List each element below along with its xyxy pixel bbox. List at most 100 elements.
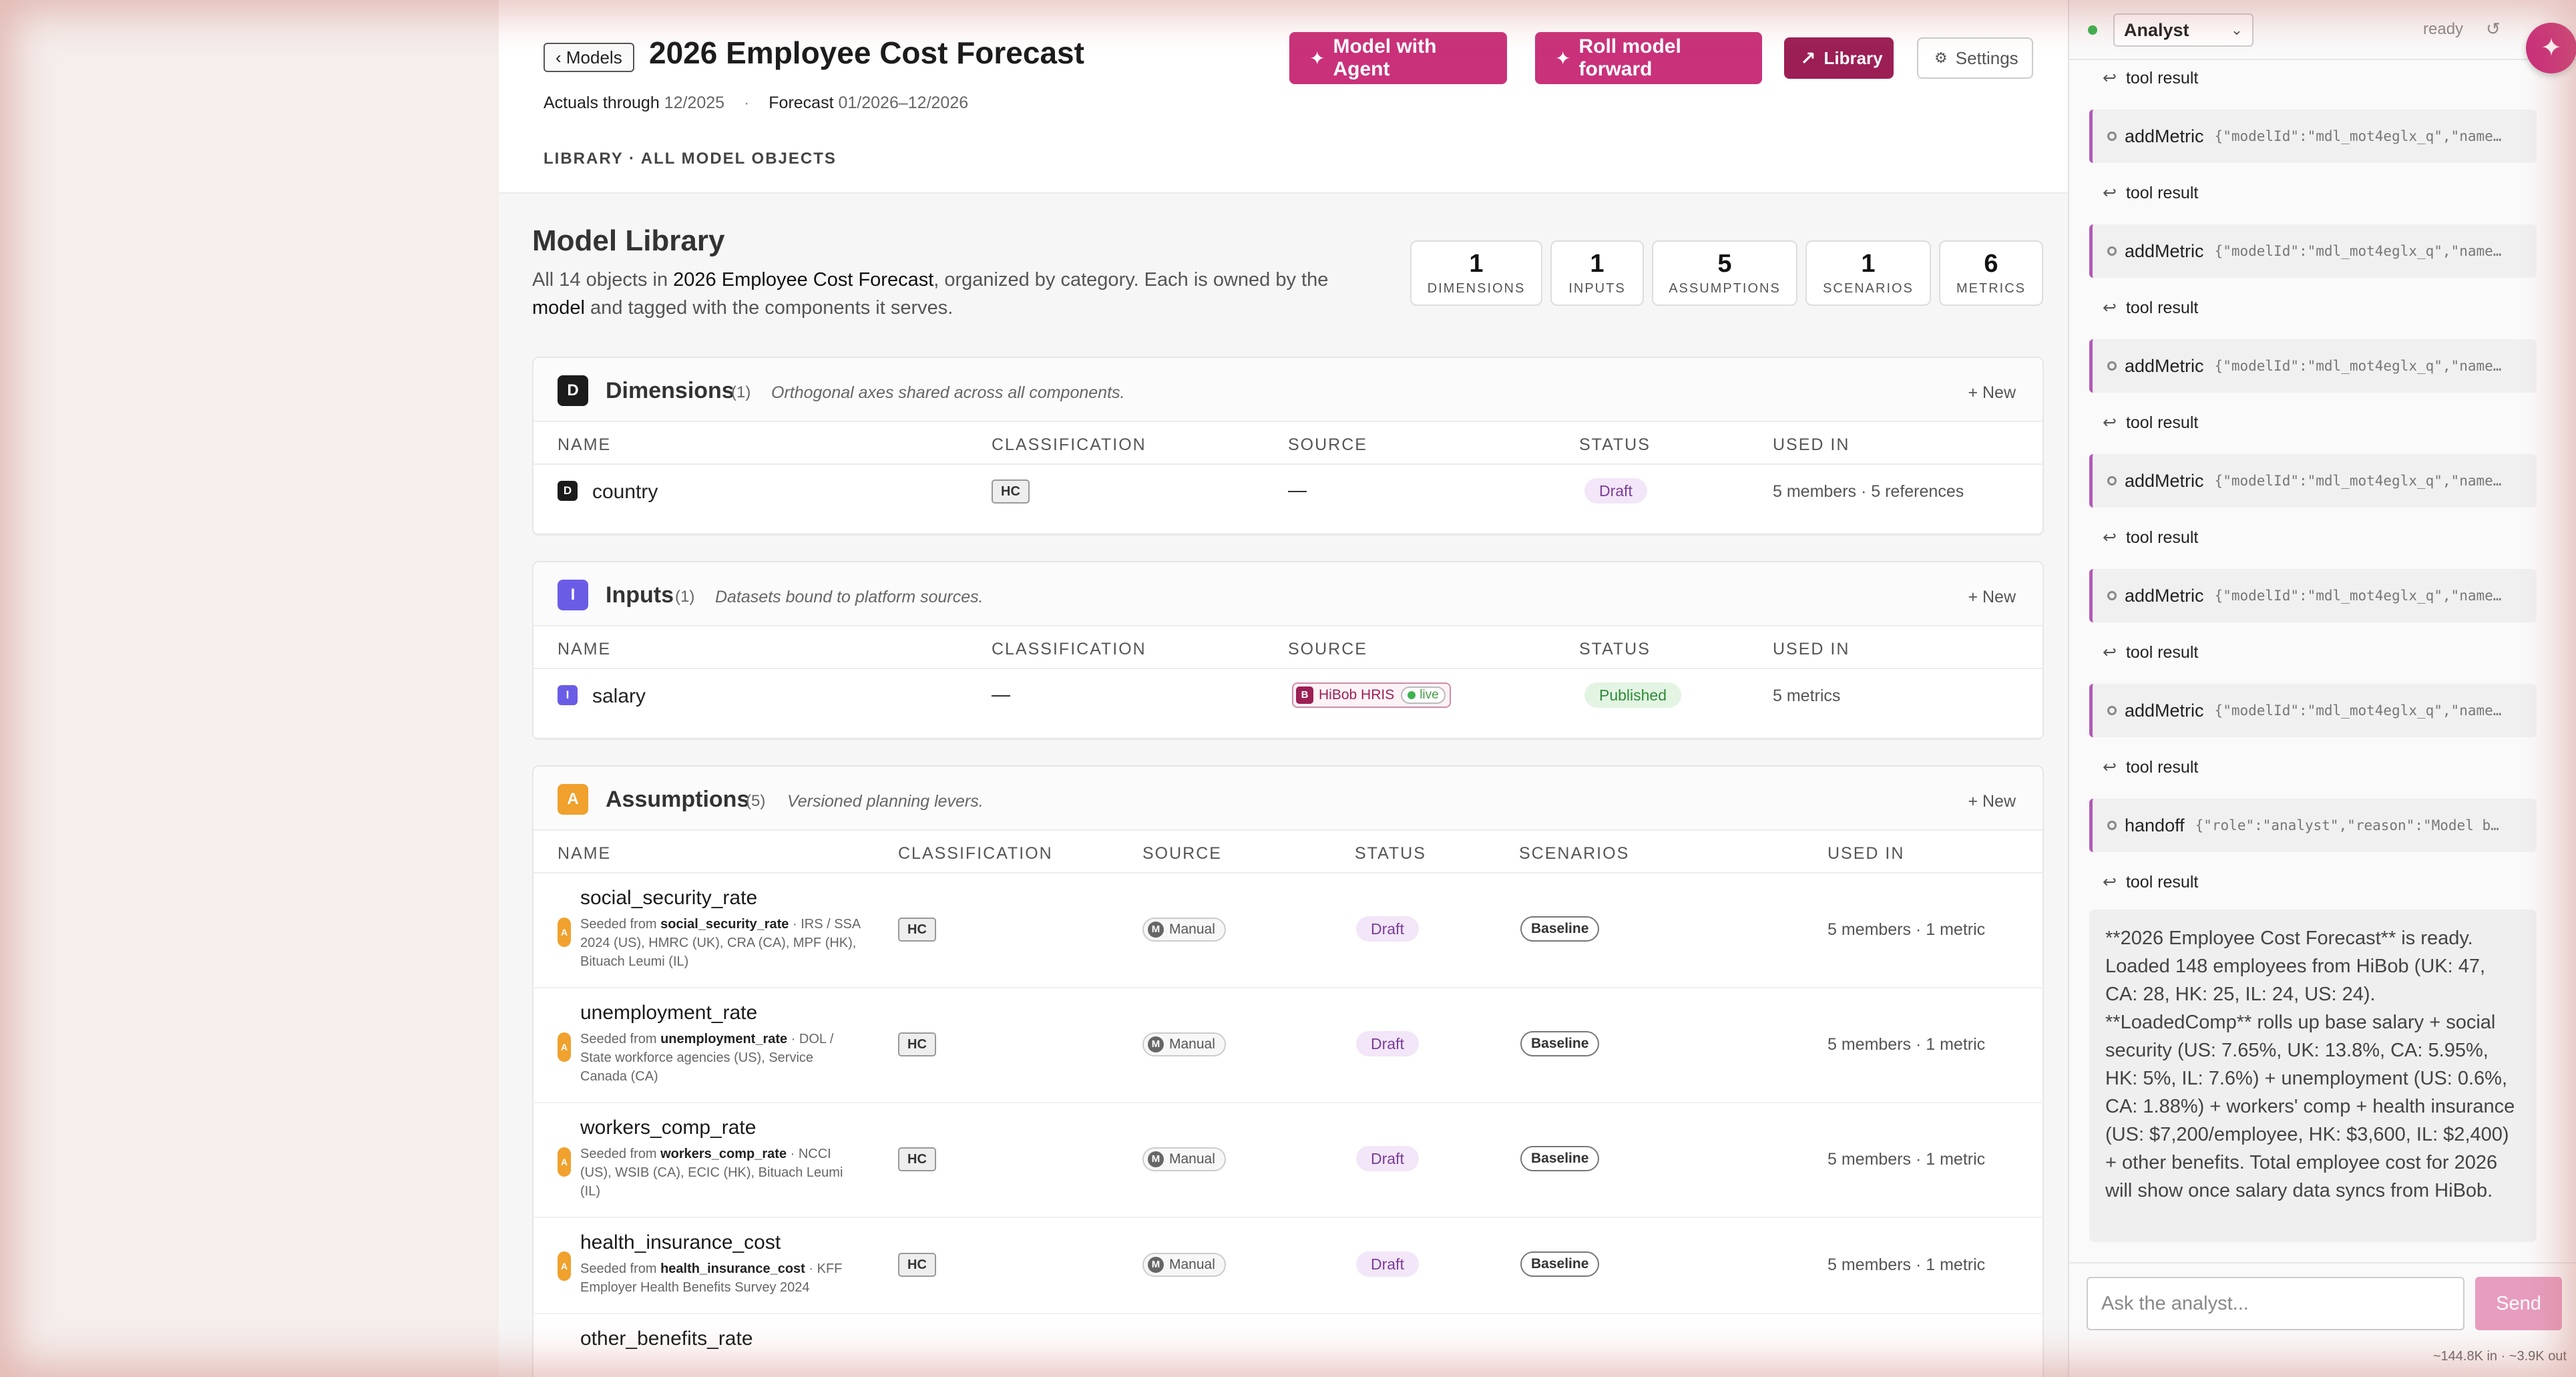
- scenario-chip[interactable]: Baseline: [1520, 1146, 1600, 1171]
- refresh-icon[interactable]: ↺: [2486, 19, 2501, 39]
- assumption-badge-icon: A: [558, 1032, 571, 1062]
- assumptions-section: A Assumptions (5) Versioned planning lev…: [532, 765, 2044, 1377]
- section-description: Datasets bound to platform sources.: [715, 588, 984, 606]
- stat-inputs[interactable]: 1 INPUTS: [1550, 240, 1644, 306]
- status-badge: Draft: [1356, 1031, 1419, 1056]
- status-badge: Draft: [1356, 1146, 1419, 1171]
- send-button[interactable]: Send: [2475, 1277, 2562, 1330]
- section-count: (1): [675, 588, 695, 606]
- tool-call[interactable]: addMetric {"modelId":"mdl_mot4eglx_q","na…: [2089, 569, 2537, 622]
- section-description: Versioned planning levers.: [787, 792, 984, 811]
- assumption-badge-icon: A: [558, 784, 588, 815]
- section-count: (1): [731, 383, 751, 401]
- used-in: 5 members · 1 metric: [1828, 1035, 1986, 1054]
- row-name[interactable]: workers_comp_rate: [580, 1117, 757, 1139]
- source-chip-manual: M Manual: [1142, 1032, 1226, 1056]
- row-name[interactable]: social_security_rate: [580, 887, 758, 909]
- stat-assumptions[interactable]: 5 ASSUMPTIONS: [1652, 240, 1797, 306]
- model-header: ‹ Models 2026 Employee Cost Forecast Act…: [499, 0, 2068, 194]
- table-row[interactable]: A workers_comp_rate Seeded from workers_…: [533, 1103, 2043, 1218]
- section-header: D Dimensions (1) Orthogonal axes shared …: [533, 358, 2043, 422]
- input-badge-icon: I: [558, 685, 578, 705]
- library-description: All 14 objects in 2026 Employee Cost For…: [532, 269, 1329, 319]
- actuals-value: 12/2025: [664, 93, 725, 112]
- status-badge: Draft: [1356, 1251, 1419, 1277]
- stat-dimensions[interactable]: 1 DIMENSIONS: [1410, 240, 1542, 306]
- stat-scenarios[interactable]: 1 SCENARIOS: [1805, 240, 1931, 306]
- table-row[interactable]: I salary — B HiBob HRIS live Published 5…: [533, 669, 2043, 739]
- stat-metrics[interactable]: 6 METRICS: [1939, 240, 2043, 306]
- main-content: ‹ Models 2026 Employee Cost Forecast Act…: [499, 0, 2068, 1377]
- tool-result: ↩ tool result: [2103, 643, 2199, 662]
- arrow-up-right-icon: ↗: [1800, 47, 1816, 69]
- seed-description: Seeded from health_insurance_cost · KFF E…: [580, 1261, 843, 1295]
- live-indicator: live: [1401, 686, 1446, 704]
- table-row[interactable]: A health_insurance_cost Seeded from heal…: [533, 1218, 2043, 1314]
- tool-call[interactable]: addMetric {"modelId":"mdl_mot4eglx_q","na…: [2089, 110, 2537, 163]
- row-name[interactable]: country: [592, 481, 658, 503]
- sparkle-icon[interactable]: ✦: [2526, 23, 2576, 73]
- tool-result: ↩ tool result: [2103, 69, 2199, 87]
- tool-result: ↩ tool result: [2103, 528, 2199, 547]
- tool-call[interactable]: handoff {"role":"analyst","reason":"Model…: [2089, 799, 2537, 852]
- left-gutter: [0, 0, 499, 1377]
- tool-call[interactable]: addMetric {"modelId":"mdl_mot4eglx_q","na…: [2089, 339, 2537, 393]
- used-in: 5 members · 1 metric: [1828, 920, 1986, 939]
- ask-analyst-input[interactable]: Ask the analyst...: [2087, 1277, 2464, 1330]
- tool-icon: [2107, 132, 2117, 141]
- assumption-badge-icon: A: [558, 1147, 571, 1177]
- row-name[interactable]: salary: [592, 685, 646, 707]
- assumption-badge-icon: A: [558, 1251, 571, 1281]
- source-chip-manual: M Manual: [1142, 918, 1226, 942]
- new-dimension-button[interactable]: + New: [1968, 383, 2016, 402]
- roll-model-forward-button[interactable]: ✦ Roll model forward: [1535, 32, 1762, 84]
- model-period: Actuals through 12/2025 · Forecast 01/20…: [544, 93, 969, 112]
- actuals-label: Actuals through: [544, 93, 660, 112]
- composer: Ask the analyst... Send ~144.8K in · ~3.…: [2069, 1262, 2576, 1377]
- table-row[interactable]: A social_security_rate Seeded from socia…: [533, 873, 2043, 988]
- row-name[interactable]: health_insurance_cost: [580, 1231, 781, 1253]
- source-chip-hibob[interactable]: B HiBob HRIS live: [1292, 682, 1451, 708]
- row-name[interactable]: unemployment_rate: [580, 1002, 758, 1024]
- return-arrow-icon: ↩: [2103, 873, 2117, 892]
- section-header: A Assumptions (5) Versioned planning lev…: [533, 767, 2043, 831]
- tool-call[interactable]: addMetric {"modelId":"mdl_mot4eglx_q","na…: [2089, 224, 2537, 278]
- tool-result: ↩ tool result: [2103, 758, 2199, 777]
- table-header: NAME CLASSIFICATION SOURCE STATUS USED I…: [533, 626, 2043, 669]
- classification-tag: HC: [898, 1147, 936, 1171]
- status-badge: Draft: [1584, 478, 1647, 504]
- new-assumption-button[interactable]: + New: [1968, 792, 2016, 811]
- return-arrow-icon: ↩: [2103, 69, 2117, 87]
- scenario-chip[interactable]: Baseline: [1520, 1031, 1600, 1056]
- table-row[interactable]: A unemployment_rate Seeded from unemploy…: [533, 988, 2043, 1103]
- tool-call[interactable]: addMetric {"modelId":"mdl_mot4eglx_q","na…: [2089, 684, 2537, 737]
- model-with-agent-button[interactable]: ✦ Model with Agent: [1289, 32, 1507, 84]
- row-name[interactable]: other_benefits_rate: [580, 1328, 753, 1350]
- tool-result: ↩ tool result: [2103, 413, 2199, 432]
- back-to-models-button[interactable]: ‹ Models: [544, 43, 634, 72]
- online-status-icon: [2088, 25, 2097, 35]
- seed-description: Seeded from unemployment_rate · DOL / Sta…: [580, 1032, 834, 1084]
- source-chip-manual: M Manual: [1142, 1147, 1226, 1171]
- new-input-button[interactable]: + New: [1968, 588, 2016, 606]
- tool-result: ↩ tool result: [2103, 184, 2199, 202]
- seed-description: Seeded from social_security_rate · IRS /…: [580, 917, 861, 969]
- inputs-section: I Inputs (1) Datasets bound to platform …: [532, 561, 2044, 740]
- role-select[interactable]: Analyst ⌄: [2113, 13, 2253, 47]
- scenario-chip[interactable]: Baseline: [1520, 916, 1600, 942]
- table-row[interactable]: D country HC — Draft 5 members · 5 refer…: [533, 465, 2043, 534]
- table-header: NAME CLASSIFICATION SOURCE STATUS USED I…: [533, 422, 2043, 465]
- tool-result: ↩ tool result: [2103, 873, 2199, 892]
- forecast-label: Forecast: [769, 93, 834, 112]
- tool-call[interactable]: addMetric {"modelId":"mdl_mot4eglx_q","na…: [2089, 454, 2537, 508]
- source-value: —: [1288, 479, 1307, 500]
- return-arrow-icon: ↩: [2103, 643, 2117, 662]
- library-button[interactable]: ↗ Library: [1784, 37, 1894, 79]
- sparkle-icon: ✦: [1555, 47, 1571, 69]
- settings-button[interactable]: ⚙ Settings: [1917, 37, 2033, 79]
- table-row[interactable]: other_benefits_rate: [533, 1314, 2043, 1377]
- tool-icon: [2107, 591, 2117, 600]
- analyst-panel: Analyst ⌄ ready ↺ ✦ ↩ tool result addMetri…: [2068, 0, 2576, 1377]
- section-count: (5): [746, 792, 766, 810]
- scenario-chip[interactable]: Baseline: [1520, 1251, 1600, 1277]
